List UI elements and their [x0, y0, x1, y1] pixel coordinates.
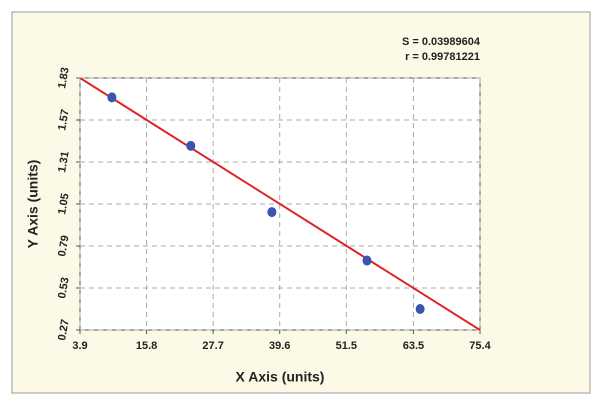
data-point — [186, 140, 196, 151]
y-tick-label: 1.83 — [56, 66, 72, 89]
y-axis-title: Y Axis (units) — [25, 160, 41, 249]
x-axis-title: X Axis (units) — [236, 369, 325, 385]
y-tick-label: 0.79 — [56, 234, 72, 257]
y-tick-label: 1.57 — [56, 108, 72, 131]
y-tick-label: 0.27 — [56, 318, 72, 341]
x-tick-label: 39.6 — [269, 340, 290, 352]
fit-line — [80, 78, 480, 330]
x-tick-label: 27.7 — [202, 340, 223, 352]
y-tick-label: 1.05 — [56, 192, 72, 215]
x-tick-label: 15.8 — [136, 340, 157, 352]
data-point — [267, 207, 277, 218]
x-tick-label: 75.4 — [469, 340, 491, 352]
y-tick-label: 0.53 — [56, 276, 72, 299]
data-point — [415, 304, 425, 314]
annotation: r = 0.99781221 — [405, 51, 480, 63]
x-tick-label: 3.9 — [72, 340, 87, 352]
data-point — [362, 255, 372, 266]
x-tick-label: 51.5 — [336, 340, 357, 352]
annotation: S = 0.03989604 — [402, 36, 481, 48]
y-tick-label: 1.31 — [56, 150, 72, 173]
x-tick-label: 63.5 — [403, 340, 424, 352]
data-point — [107, 92, 117, 103]
